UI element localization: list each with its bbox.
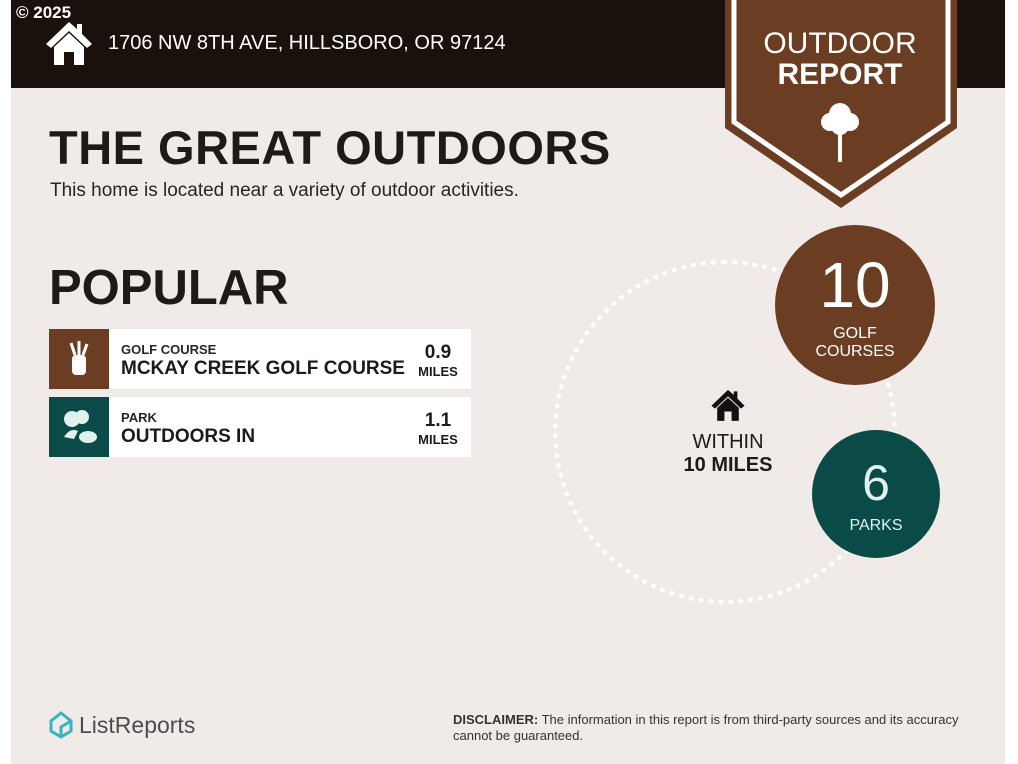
- page-subtitle: This home is located near a variety of o…: [50, 180, 519, 201]
- list-item: PARK OUTDOORS IN 1.1 MILES: [49, 397, 471, 457]
- logo-icon: [49, 711, 73, 739]
- item-unit: MILES: [418, 432, 458, 447]
- page-title: THE GREAT OUTDOORS: [49, 121, 611, 174]
- item-name: OUTDOORS IN: [121, 426, 256, 447]
- item-distance: 1.1: [424, 410, 452, 431]
- radius-label: WITHIN 10 MILES: [660, 388, 796, 477]
- item-name: MCKAY CREEK GOLF COURSE: [121, 358, 405, 379]
- copyright: © 2025: [16, 3, 72, 22]
- golf-bag-icon: [49, 329, 109, 389]
- golf-count-circle: 10 GOLF COURSES: [775, 225, 935, 385]
- park-trees-icon: [49, 397, 109, 457]
- badge-title: OUTDOOR REPORT: [763, 27, 917, 91]
- item-category: PARK: [121, 410, 157, 425]
- item-unit: MILES: [418, 364, 458, 379]
- item-category: GOLF COURSE: [121, 342, 217, 357]
- home-icon: [46, 22, 92, 65]
- listreports-logo: ListReports: [49, 711, 195, 739]
- disclaimer: DISCLAIMER: The information in this repo…: [453, 712, 959, 743]
- tree-icon: [821, 103, 859, 162]
- item-distance: 0.9: [424, 342, 452, 363]
- list-item: GOLF COURSE MCKAY CREEK GOLF COURSE 0.9 MI…: [49, 329, 471, 389]
- popular-heading: POPULAR: [49, 261, 289, 315]
- home-icon: [711, 389, 745, 421]
- property-address: 1706 NW 8TH AVE, HILLSBORO, OR 97124: [108, 32, 506, 54]
- park-count-circle: 6 PARKS: [812, 430, 940, 558]
